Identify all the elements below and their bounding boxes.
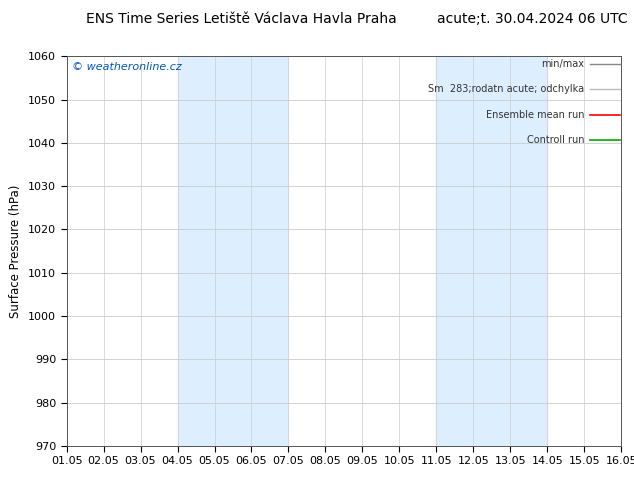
Text: © weatheronline.cz: © weatheronline.cz [72, 62, 182, 72]
Text: min/max: min/max [541, 59, 584, 69]
Bar [178, 56, 288, 446]
Text: Controll run: Controll run [527, 135, 584, 145]
Text: ENS Time Series Letiště Václava Havla Praha: ENS Time Series Letiště Václava Havla Pr… [86, 12, 396, 26]
Bar [436, 56, 547, 446]
Text: Sm  283;rodatn acute; odchylka: Sm 283;rodatn acute; odchylka [428, 84, 584, 95]
Text: acute;t. 30.04.2024 06 UTC: acute;t. 30.04.2024 06 UTC [437, 12, 628, 26]
Y-axis label: Surface Pressure (hPa): Surface Pressure (hPa) [10, 184, 22, 318]
Text: Ensemble mean run: Ensemble mean run [486, 110, 584, 120]
